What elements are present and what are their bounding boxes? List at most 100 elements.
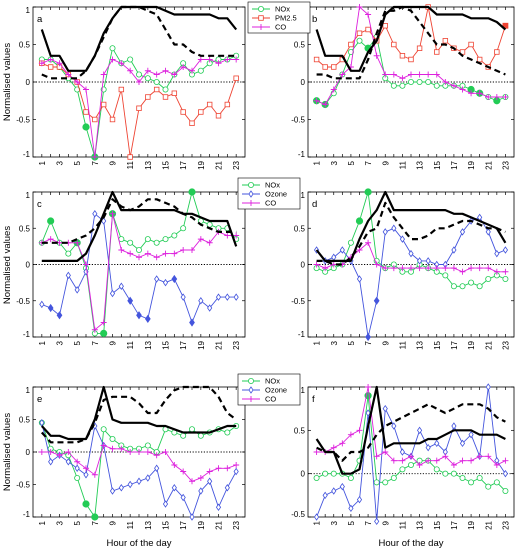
data-point bbox=[399, 448, 406, 456]
x-tick-label: 15 bbox=[162, 160, 171, 169]
data-point bbox=[476, 56, 483, 63]
data-point bbox=[180, 293, 186, 301]
x-tick-label: 1 bbox=[38, 160, 47, 165]
data-point bbox=[356, 30, 363, 36]
data-point bbox=[144, 442, 151, 449]
data-point bbox=[399, 75, 406, 82]
data-point bbox=[47, 217, 55, 225]
data-point bbox=[339, 246, 345, 254]
series-line bbox=[41, 422, 237, 519]
data-point bbox=[416, 462, 423, 468]
panel-letter: a bbox=[37, 14, 43, 25]
data-point bbox=[356, 275, 363, 283]
data-point bbox=[162, 86, 169, 93]
data-point bbox=[118, 86, 125, 93]
legend-box bbox=[237, 373, 301, 406]
legend-marker bbox=[248, 200, 254, 206]
data-point bbox=[215, 60, 222, 67]
data-point bbox=[233, 293, 239, 301]
data-point bbox=[224, 101, 231, 108]
data-point bbox=[494, 249, 500, 258]
data-point bbox=[313, 97, 320, 104]
data-point bbox=[153, 79, 160, 86]
data-point bbox=[198, 109, 204, 115]
data-point bbox=[339, 482, 345, 491]
data-point bbox=[442, 265, 449, 272]
data-point bbox=[74, 474, 81, 481]
panel-letter: d bbox=[312, 199, 317, 210]
x-tick-label: 19 bbox=[467, 160, 476, 169]
data-point bbox=[476, 265, 483, 272]
data-point bbox=[206, 101, 213, 108]
data-point bbox=[468, 265, 475, 272]
x-tick-label: 3 bbox=[330, 520, 339, 525]
data-point bbox=[47, 64, 54, 70]
data-point bbox=[365, 11, 372, 18]
data-point bbox=[153, 86, 160, 93]
data-point bbox=[189, 318, 195, 327]
x-tick-label: 3 bbox=[56, 520, 65, 525]
data-point bbox=[459, 49, 466, 55]
x-tick-label: 1 bbox=[313, 340, 322, 345]
data-point bbox=[118, 282, 124, 290]
legend-marker bbox=[248, 190, 254, 198]
data-point bbox=[502, 469, 509, 478]
data-point bbox=[136, 449, 142, 455]
x-tick-label: 17 bbox=[450, 160, 459, 169]
data-point bbox=[153, 452, 160, 459]
data-point bbox=[459, 228, 466, 236]
x-tick-label: 15 bbox=[162, 340, 171, 349]
x-tick-label: 23 bbox=[501, 340, 510, 349]
data-point bbox=[100, 101, 107, 108]
data-point bbox=[416, 45, 423, 51]
data-point bbox=[373, 479, 380, 486]
series-line bbox=[316, 216, 506, 338]
data-point bbox=[91, 154, 98, 160]
data-point bbox=[390, 71, 397, 78]
data-point bbox=[391, 41, 397, 48]
solid-series-line bbox=[40, 5, 238, 72]
data-point bbox=[493, 462, 500, 468]
data-point bbox=[188, 188, 196, 196]
series-line bbox=[41, 212, 237, 324]
data-point bbox=[468, 41, 474, 48]
data-point bbox=[154, 464, 160, 472]
data-point bbox=[47, 56, 54, 63]
data-point bbox=[39, 419, 45, 427]
data-point bbox=[502, 246, 509, 254]
data-point bbox=[215, 465, 222, 472]
panel-letter: e bbox=[37, 394, 42, 405]
data-point bbox=[356, 37, 363, 44]
x-tick-label: 23 bbox=[232, 160, 241, 169]
data-point bbox=[162, 449, 169, 455]
data-point bbox=[127, 449, 134, 455]
data-point bbox=[382, 228, 388, 236]
data-point bbox=[65, 271, 71, 280]
data-point bbox=[171, 274, 178, 284]
data-point bbox=[468, 430, 474, 439]
data-point bbox=[451, 422, 457, 430]
x-tick-label: 9 bbox=[109, 340, 118, 345]
x-tick-label: 9 bbox=[381, 160, 390, 165]
y-tick-label: 0 bbox=[26, 78, 31, 87]
data-point bbox=[109, 435, 116, 442]
data-point bbox=[391, 422, 397, 430]
data-point bbox=[233, 467, 239, 476]
data-point bbox=[390, 474, 397, 481]
data-point bbox=[433, 71, 440, 78]
data-point bbox=[180, 109, 186, 115]
y-tick-label: -0.5 bbox=[291, 116, 305, 125]
data-point bbox=[118, 445, 125, 452]
data-point bbox=[118, 247, 125, 253]
x-tick-label: 7 bbox=[364, 340, 373, 345]
data-point bbox=[331, 487, 337, 495]
data-point bbox=[322, 265, 329, 272]
data-point bbox=[365, 239, 372, 246]
data-point bbox=[83, 465, 89, 472]
data-point bbox=[144, 75, 151, 82]
data-point bbox=[382, 449, 389, 455]
x-tick-label: 23 bbox=[501, 520, 510, 529]
x-tick-label: 15 bbox=[433, 160, 442, 169]
